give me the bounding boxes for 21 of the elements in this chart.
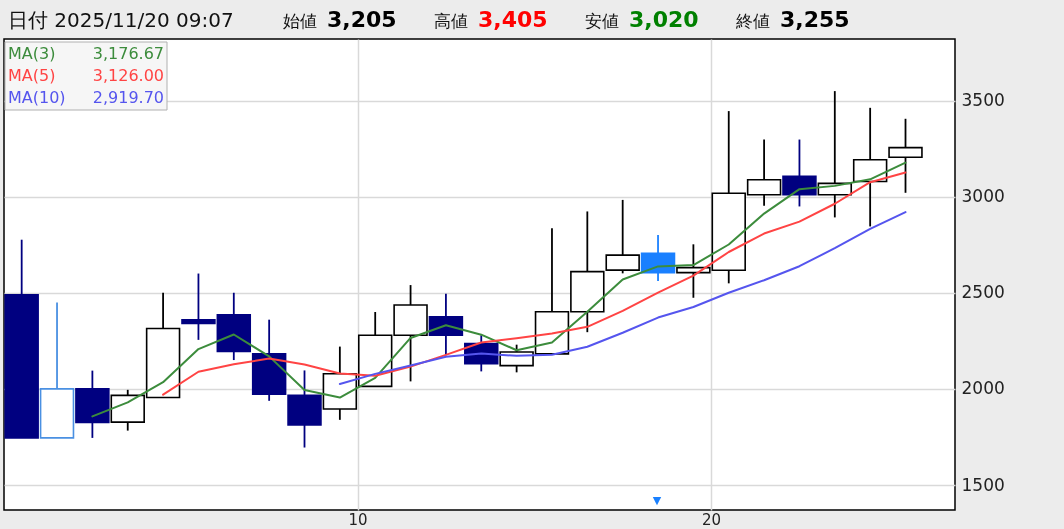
text: MA(10) xyxy=(8,88,66,107)
x-tick-label: 10 xyxy=(348,510,368,529)
y-tick-label: 2000 xyxy=(961,378,1005,399)
text: 終値 3,255 xyxy=(735,7,850,32)
text: 高値 3,405 xyxy=(434,7,548,32)
annotation: ▼ xyxy=(652,494,662,507)
y-tick-label: 2500 xyxy=(961,282,1005,303)
annotation: 3,176.67 xyxy=(92,44,164,63)
y-tick-label: 1500 xyxy=(961,474,1005,495)
y-tick-label: 3000 xyxy=(961,186,1005,207)
chart-title: 日付 2025/11/20 09:07 xyxy=(8,8,234,32)
x-tick-label: 20 xyxy=(702,510,722,529)
text: MA(3) xyxy=(8,44,56,63)
line-series xyxy=(162,171,907,396)
candlestick xyxy=(888,117,923,194)
annotation: 2,919.70 xyxy=(92,88,164,107)
text: 安値 3,020 xyxy=(585,7,699,32)
text: 始値 3,205 xyxy=(283,7,397,32)
text: MA(5) xyxy=(8,66,56,85)
y-tick-label: 3500 xyxy=(961,90,1005,111)
annotation: 3,126.00 xyxy=(92,66,164,85)
